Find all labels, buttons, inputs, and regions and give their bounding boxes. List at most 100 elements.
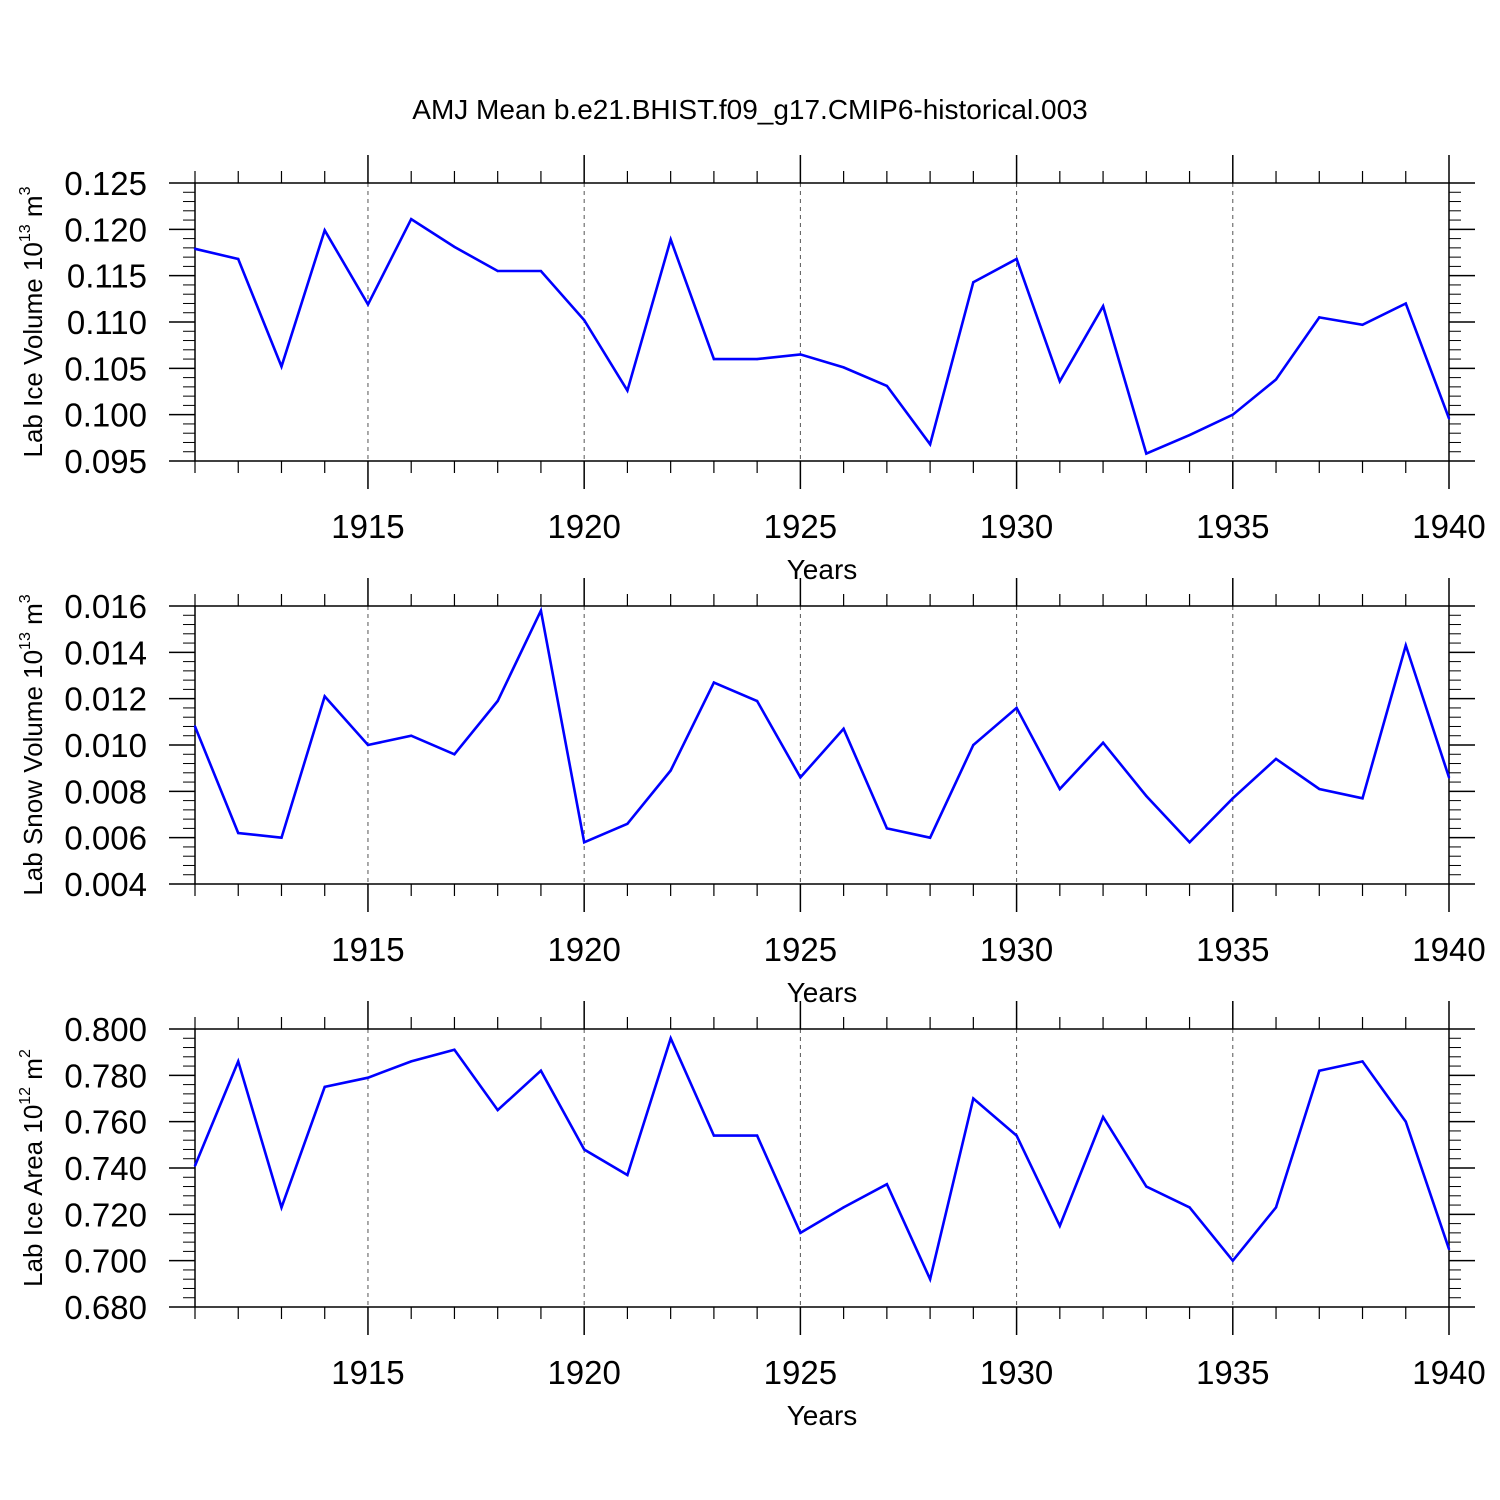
y-tick-label: 0.780 bbox=[64, 1057, 147, 1094]
data-point bbox=[1188, 433, 1191, 437]
data-point bbox=[885, 384, 889, 388]
data-point bbox=[1447, 417, 1451, 420]
data-point bbox=[1058, 787, 1062, 791]
data-point bbox=[1274, 378, 1278, 381]
data-point bbox=[755, 1134, 759, 1137]
plot-frame bbox=[194, 605, 1450, 885]
data-point bbox=[799, 776, 802, 779]
y-axis-label-unit-exponent: 3 bbox=[17, 594, 34, 603]
y-axis-label-unit-exponent: 3 bbox=[17, 186, 34, 195]
data-point bbox=[928, 836, 932, 839]
x-tick-label: 1915 bbox=[331, 508, 404, 545]
data-point bbox=[799, 353, 802, 356]
data-point bbox=[928, 1278, 932, 1281]
data-point bbox=[496, 699, 499, 703]
data-point bbox=[972, 1097, 975, 1100]
y-axis-label: Lab Snow Volume 1013 m3 bbox=[17, 594, 48, 895]
x-tick-label: 1915 bbox=[331, 931, 404, 968]
x-tick-label: 1915 bbox=[331, 1354, 404, 1391]
data-point bbox=[582, 1148, 586, 1151]
data-point bbox=[453, 245, 456, 249]
data-point bbox=[712, 357, 716, 361]
data-point bbox=[496, 1108, 499, 1112]
data-point bbox=[928, 443, 932, 446]
x-tick-label: 1925 bbox=[764, 1354, 837, 1391]
data-point bbox=[1058, 380, 1062, 383]
y-tick-label: 0.006 bbox=[64, 820, 147, 857]
data-point bbox=[410, 217, 413, 221]
y-axis-label-unit: m bbox=[18, 1058, 48, 1087]
data-point bbox=[453, 753, 456, 756]
data-point bbox=[1101, 1115, 1105, 1119]
data-point bbox=[193, 247, 197, 250]
x-tick-label: 1925 bbox=[764, 508, 837, 545]
data-point bbox=[1318, 787, 1321, 791]
y-tick-label: 0.012 bbox=[64, 681, 147, 718]
data-point bbox=[1101, 305, 1105, 308]
data-point bbox=[1015, 1134, 1018, 1137]
panel-2: 0.004 0.006 0.008 0.010 0.012 0.014 0.016 1915 1… bbox=[17, 578, 1486, 1008]
data-point bbox=[799, 1231, 802, 1235]
data-point bbox=[1404, 1120, 1407, 1123]
data-point bbox=[842, 1206, 845, 1209]
y-tick-label: 0.125 bbox=[64, 165, 147, 202]
data-point bbox=[842, 366, 845, 369]
data-point bbox=[1015, 257, 1018, 261]
data-point bbox=[582, 318, 586, 322]
x-axis-label: Years bbox=[787, 1400, 858, 1431]
y-axis-label-exponent: 13 bbox=[17, 224, 34, 242]
data-point bbox=[366, 303, 370, 306]
data-point bbox=[1145, 452, 1148, 455]
y-axis-label-unit-exponent: 2 bbox=[17, 1049, 34, 1058]
data-point bbox=[1101, 741, 1105, 744]
data-point bbox=[1231, 413, 1234, 416]
data-point bbox=[842, 727, 845, 730]
y-axis-label-unit: m bbox=[18, 195, 48, 224]
y-tick-label: 0.110 bbox=[67, 304, 147, 341]
data-point bbox=[626, 822, 629, 825]
y-axis-label: Lab Ice Volume 1013 m3 bbox=[17, 186, 48, 457]
data-point bbox=[669, 769, 672, 772]
data-point bbox=[712, 681, 716, 684]
data-point bbox=[539, 609, 543, 612]
data-point bbox=[366, 1076, 370, 1079]
data-point bbox=[582, 841, 586, 844]
data-point bbox=[323, 1085, 326, 1089]
data-point bbox=[323, 229, 326, 232]
data-point bbox=[669, 238, 672, 241]
x-tick-label: 1920 bbox=[547, 1354, 620, 1391]
data-point bbox=[972, 743, 975, 747]
data-point bbox=[1274, 1206, 1278, 1209]
series-line bbox=[193, 606, 1451, 845]
data-point bbox=[1145, 1185, 1148, 1188]
data-point bbox=[1447, 776, 1451, 779]
y-axis-label: Lab Ice Area 1012 m2 bbox=[17, 1049, 48, 1287]
data-point bbox=[1447, 1247, 1451, 1251]
data-point bbox=[1361, 1060, 1364, 1063]
y-axis-label-main: Lab Snow Volume 10 bbox=[18, 650, 48, 896]
y-axis-label-main: Lab Ice Volume 10 bbox=[18, 242, 48, 457]
data-point bbox=[539, 1069, 543, 1072]
y-tick-label: 0.010 bbox=[64, 727, 147, 764]
y-tick-label: 0.740 bbox=[64, 1150, 147, 1187]
data-point bbox=[1361, 323, 1364, 326]
data-point bbox=[410, 1060, 413, 1063]
panels-group: 0.095 0.100 0.105 0.110 0.115 0.120 0.125 1915 1… bbox=[17, 155, 1486, 1431]
y-tick-label: 0.004 bbox=[64, 866, 147, 903]
y-tick-label: 0.680 bbox=[64, 1289, 147, 1326]
data-point bbox=[755, 699, 759, 703]
y-tick-label: 0.115 bbox=[67, 258, 147, 295]
data-point bbox=[193, 1164, 197, 1167]
x-axis-label: Years bbox=[787, 977, 858, 1008]
series-line bbox=[193, 1034, 1451, 1284]
data-point bbox=[1188, 1206, 1191, 1209]
data-point bbox=[1231, 1259, 1234, 1262]
y-tick-label: 0.008 bbox=[64, 773, 147, 810]
data-point bbox=[496, 269, 499, 273]
data-point bbox=[237, 831, 240, 835]
data-point bbox=[626, 1173, 629, 1177]
data-point bbox=[1318, 316, 1321, 319]
y-axis-label-main: Lab Ice Area 10 bbox=[18, 1105, 48, 1287]
data-point bbox=[1188, 841, 1191, 844]
